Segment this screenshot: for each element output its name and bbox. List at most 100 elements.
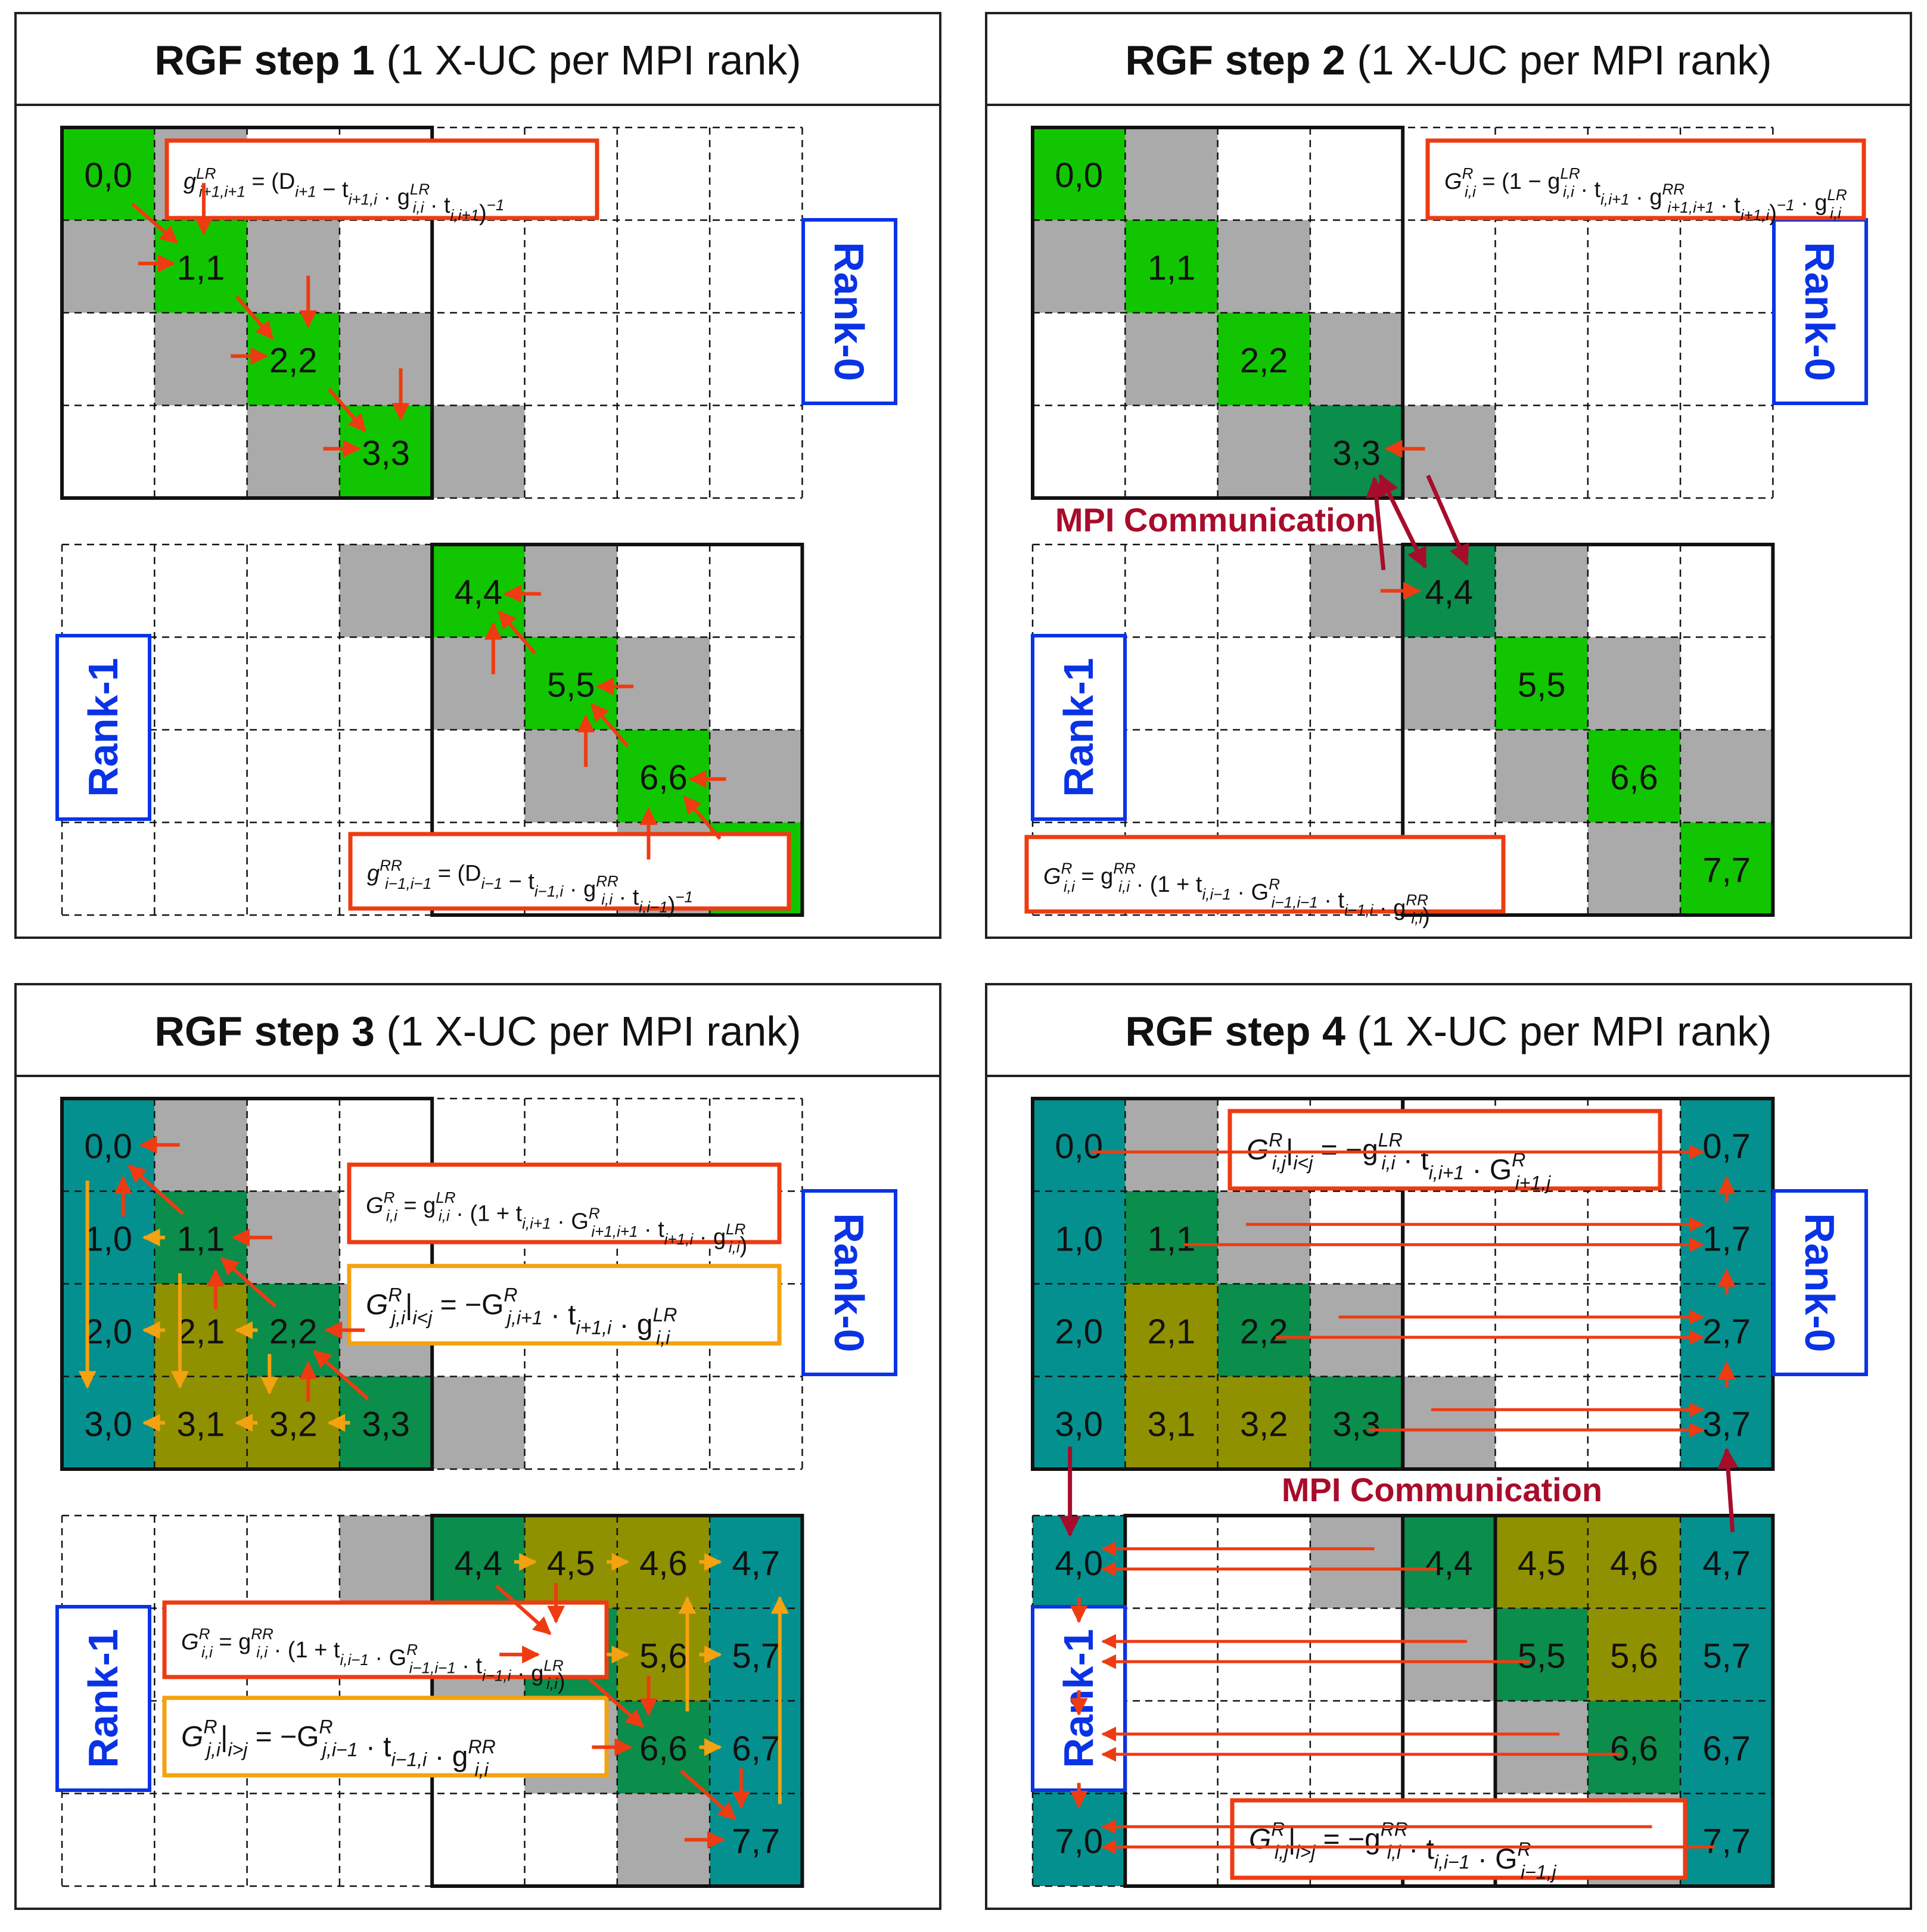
cell-label: 4,4 [455, 573, 503, 612]
recursion-arrow [313, 1349, 369, 1401]
cell-label: 4,4 [455, 1544, 503, 1583]
matrix-block [1680, 1793, 1773, 1886]
cell-label: 2,1 [177, 1312, 225, 1351]
matrix-block [1495, 637, 1588, 730]
gray-block [1403, 405, 1496, 498]
cell-label: 2,2 [1240, 341, 1288, 380]
gray-block [1403, 1376, 1496, 1469]
gray-block [1125, 127, 1218, 220]
formula-text: GR i,j|i<j = −gLR i,i · ti,i+1 · GR i+1,j [1247, 1129, 1551, 1193]
cell-label: 1,7 [1702, 1219, 1751, 1258]
cell-label: 3,1 [177, 1405, 225, 1443]
matrix-block [432, 1516, 525, 1609]
cell-label: 4,5 [1518, 1544, 1566, 1583]
matrix-block [1217, 313, 1310, 406]
formula-text: GR i,i = (1 − gLR i,i · ti,i+1 · gRR i+1,i+… [1444, 164, 1847, 226]
rank0-block [1031, 126, 1405, 500]
cell-label: 1,1 [177, 248, 225, 287]
matrix-block [1680, 1701, 1773, 1794]
matrix-block [1680, 1516, 1773, 1609]
cell-label: 4,4 [1425, 1544, 1474, 1583]
panel-title: RGF step 4 (1 X-UC per MPI rank) [1125, 1008, 1771, 1054]
rank1-label-box [1031, 634, 1127, 821]
formula-box: GR i,i = gLR i,i · (1 + ti,i+1 · GR i+1,i+1… [347, 1162, 782, 1258]
cell-label: 2,2 [269, 341, 318, 380]
cell-label: 3,7 [1702, 1405, 1751, 1443]
rank1-block [430, 543, 804, 917]
cell-label: 1,1 [177, 1219, 225, 1258]
gray-block [710, 730, 803, 823]
cell-label: 1,0 [1055, 1219, 1103, 1258]
matrix-block [617, 1516, 710, 1609]
matrix-block [1495, 1516, 1588, 1609]
mpi-communication-label: MPI Communication [1282, 1471, 1602, 1508]
cell-label: 0,0 [84, 156, 132, 195]
matrix-block [1587, 1516, 1681, 1609]
cell-label: 4,4 [1425, 573, 1474, 612]
matrix-block [1217, 1376, 1310, 1469]
matrix-cells [1033, 127, 1773, 915]
formula-box: GR i,i = gRR i,i · (1 + ti,i−1 · GR i−1,i−1… [1024, 835, 1506, 929]
cell-label: 3,2 [1240, 1405, 1288, 1443]
gray-block [339, 1516, 433, 1609]
mpi-communication-label: MPI Communication [1055, 501, 1376, 539]
rank0-label-box [801, 218, 897, 405]
cell-label: 3,2 [269, 1405, 318, 1443]
gray-block [1495, 1701, 1588, 1794]
cell-label: 7,0 [1055, 1822, 1103, 1861]
recursion-arrow [328, 388, 366, 433]
matrix-block [1217, 1284, 1310, 1377]
panel-step-1: RGF step 1 (1 X-UC per MPI rank) 0,0 1,1 2,… [14, 12, 941, 939]
panel-step-4: RGF step 4 (1 X-UC per MPI rank) 0,0 1,0 1,… [985, 983, 1912, 1910]
mpi-arrow [1366, 476, 1387, 571]
rank0-label: Rank-0 [826, 1213, 872, 1352]
cell-label: 0,7 [1702, 1127, 1751, 1166]
rank0-label-box [801, 1189, 897, 1376]
matrix-block [1033, 1099, 1126, 1191]
cell-label: 0,0 [1055, 1127, 1103, 1166]
formula-text: gLR i+1,i+1 = (Di+1 − ti+1,i · gLR i,i · t… [184, 164, 504, 226]
gray-block [1495, 730, 1588, 823]
rank1-label-box [55, 634, 151, 821]
matrix-block [62, 127, 155, 220]
panel-title-desc: (1 X-UC per MPI rank) [1345, 37, 1772, 83]
gray-block [1495, 545, 1588, 637]
cell-label: 5,5 [547, 665, 595, 704]
recursion-arrow [498, 610, 537, 655]
matrix-block [62, 1191, 155, 1284]
formula-box: GR i,j|i<j = −gLR i,i · ti,i+1 · GR i+1,j [1227, 1109, 1662, 1193]
cell-label: 1,0 [84, 1219, 132, 1258]
cell-label: 3,3 [362, 1405, 410, 1443]
rank1-label: Rank-1 [80, 658, 126, 797]
gray-block [1587, 637, 1681, 730]
gray-block [524, 545, 617, 637]
matrix-block [154, 1284, 247, 1377]
formula-text: gRR i−1,i−1 = (Di−1 − ti−1,i · gRR i,i · t… [367, 856, 693, 917]
matrix-block [1033, 1284, 1126, 1377]
cell-labels: 0,0 1,0 1,1 2,0 2,1 2,2 3,0 3,1 3,2 3,3 0,7 1,7 2,7 3… [1055, 1127, 1751, 1861]
matrix-block [1125, 220, 1218, 313]
matrix-block [1033, 1191, 1126, 1284]
matrix-block [710, 1516, 803, 1609]
gray-block [1217, 220, 1310, 313]
formula-box: GR j,i|i<j = −GR j,i+1 · ti+1,i · gLR i,i [347, 1264, 782, 1348]
panel-title: RGF step 3 (1 X-UC per MPI rank) [154, 1008, 801, 1054]
cell-label: 7,7 [1702, 1822, 1751, 1861]
formula-text: GR i,i = gRR i,i · (1 + ti,i−1 · GR i−1,i−1… [181, 1625, 565, 1694]
rank0-label-box [1772, 1189, 1868, 1376]
gray-block [617, 637, 710, 730]
cell-label: 6,6 [639, 1729, 688, 1768]
panel-title-desc: (1 X-UC per MPI rank) [1345, 1008, 1772, 1054]
cell-label: 5,5 [1518, 665, 1566, 704]
gray-block [432, 1376, 525, 1469]
matrix-block [1033, 1376, 1126, 1469]
panel-title-step: RGF step 2 [1125, 37, 1345, 83]
gray-block [1587, 822, 1681, 915]
formula-box: GR i,j|i>j = −gRR i,i · ti,i−1 · GR i−1,j [1230, 1798, 1687, 1883]
cell-label: 3,0 [1055, 1405, 1103, 1443]
cell-label: 0,0 [1055, 156, 1103, 195]
matrix-block [62, 1284, 155, 1377]
rank0-label-box [1772, 218, 1868, 405]
gray-block [1125, 1099, 1218, 1191]
matrix-block [1680, 822, 1773, 915]
